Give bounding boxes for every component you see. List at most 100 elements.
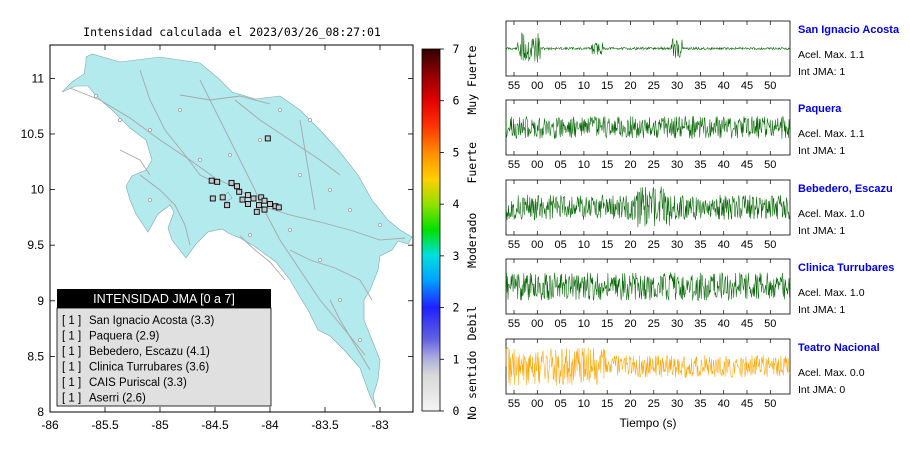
station-marker[interactable] [275,204,282,211]
road-network [69,69,406,371]
time-tick-label: 50 [764,318,776,330]
colorbar-class-label: Moderado [465,213,479,268]
trace-panel: 55 00 05 10 15 20 25 30 35 40 45 50 Clinica Turrubar… [505,258,894,330]
time-tick-label: 50 [764,80,776,92]
road [289,249,373,301]
time-tick-label: 20 [624,80,636,92]
time-tick-label: 00 [531,239,543,251]
station-name[interactable]: Teatro Nacional [798,342,880,354]
station-jma: Int JMA: 1 [798,304,845,316]
time-tick-label: 25 [648,159,660,171]
legend-item-level: [ 1 ] [62,331,81,343]
colorbar-class-label: Debil [465,306,479,341]
station-marker[interactable] [228,179,235,186]
time-tick-label: 15 [601,239,613,251]
map-panel: Intensidad calculada el 2023/03/26_08:27… [21,25,414,432]
town-dot [197,157,203,163]
time-tick-label: 40 [718,318,730,330]
legend-item-name: CAIS Puriscal (3.3) [89,377,187,389]
x-tick-label: -83.5 [311,418,339,432]
station-name[interactable]: Paquera [798,103,842,115]
time-tick-label: 05 [554,239,566,251]
station-marker[interactable] [208,177,215,184]
station-marker[interactable] [258,194,265,201]
station-name[interactable]: Clinica Turrubares [798,262,894,274]
time-tick-label: 45 [741,239,753,251]
time-tick-label: 00 [531,398,543,410]
y-tick-label: 9.5 [27,238,44,252]
town-dot [247,232,253,238]
road [139,69,221,186]
time-tick-label: 25 [648,239,660,251]
road [239,235,286,281]
time-tick-label: 45 [741,398,753,410]
legend-item-name: Clinica Turrubares (3.6) [89,362,209,374]
station-marker[interactable] [253,208,260,215]
station-name[interactable]: Bebedero, Escazu [798,183,893,195]
station-marker[interactable] [236,188,243,195]
station-marker[interactable] [214,178,221,185]
station-marker[interactable] [239,196,246,203]
legend-item-level: [ 1 ] [62,393,81,405]
time-tick-label: 35 [694,239,706,251]
town-dot [337,297,343,303]
station-jma: Int JMA: 1 [798,66,845,78]
station-marker[interactable] [261,206,268,213]
legend-item-level: [ 1 ] [62,315,81,327]
station-marker[interactable] [261,197,268,204]
waveform-line [505,32,791,63]
time-tick-label: 00 [531,80,543,92]
time-tick-label: 10 [578,80,590,92]
time-tick-label: 05 [554,80,566,92]
waveform-line [505,271,791,301]
waveform-line [505,116,791,140]
station-marker[interactable] [234,183,240,190]
costa-rica-landmass [61,53,413,409]
colorbar-class-label: Fuerte [465,142,479,184]
town-dot [277,107,283,113]
time-tick-label: 30 [671,159,683,171]
town-dot [287,227,293,233]
waveform-line [505,347,791,386]
legend-item-level: [ 1 ] [62,346,81,358]
station-marker[interactable] [264,135,271,142]
road [299,119,316,211]
y-tick-label: 10.5 [21,127,45,141]
time-tick-label: 30 [671,318,683,330]
station-jma: Int JMA: 0 [798,384,845,396]
station-marker[interactable] [219,194,226,201]
station-jma: Int JMA: 1 [798,225,845,237]
colorbar-tick-label: 1 [453,352,460,366]
time-tick-label: 25 [648,80,660,92]
y-tick-label: 9 [37,294,44,308]
town-dot [307,117,313,123]
time-tick-label: 35 [694,318,706,330]
road [234,99,341,176]
road [179,94,271,105]
colorbar-tick-label: 5 [453,145,460,159]
station-marker[interactable] [256,202,262,209]
time-tick-label: 40 [718,80,730,92]
time-tick-label: 15 [601,159,613,171]
station-marker[interactable] [245,192,251,199]
map-axes: -86 -85.5 -85 -84.5 -84 -83.5 -83 11 10.5 10 9.5 9 8… [21,45,413,432]
station-marker[interactable] [250,195,257,202]
time-tick-label: 20 [624,239,636,251]
legend-item-level: [ 1 ] [62,377,81,389]
time-tick-label: 50 [764,398,776,410]
station-name[interactable]: San Ignacio Acosta [798,24,900,36]
station-marker[interactable] [267,201,273,207]
x-tick-label: -85.5 [91,418,119,432]
station-marker[interactable] [245,201,251,207]
waveform-line [505,186,791,228]
legend-item-level: [ 1 ] [62,362,81,374]
time-tick-label: 30 [671,398,683,410]
time-tick-label: 15 [601,318,613,330]
station-marker[interactable] [224,202,231,209]
station-marker[interactable] [209,195,216,202]
time-tick-label: 55 [508,159,520,171]
waveform-panels: 55 00 05 10 15 20 25 30 35 40 45 50 San Ignacio Acos… [505,20,900,410]
road [199,79,263,209]
time-tick-label: 00 [531,159,543,171]
